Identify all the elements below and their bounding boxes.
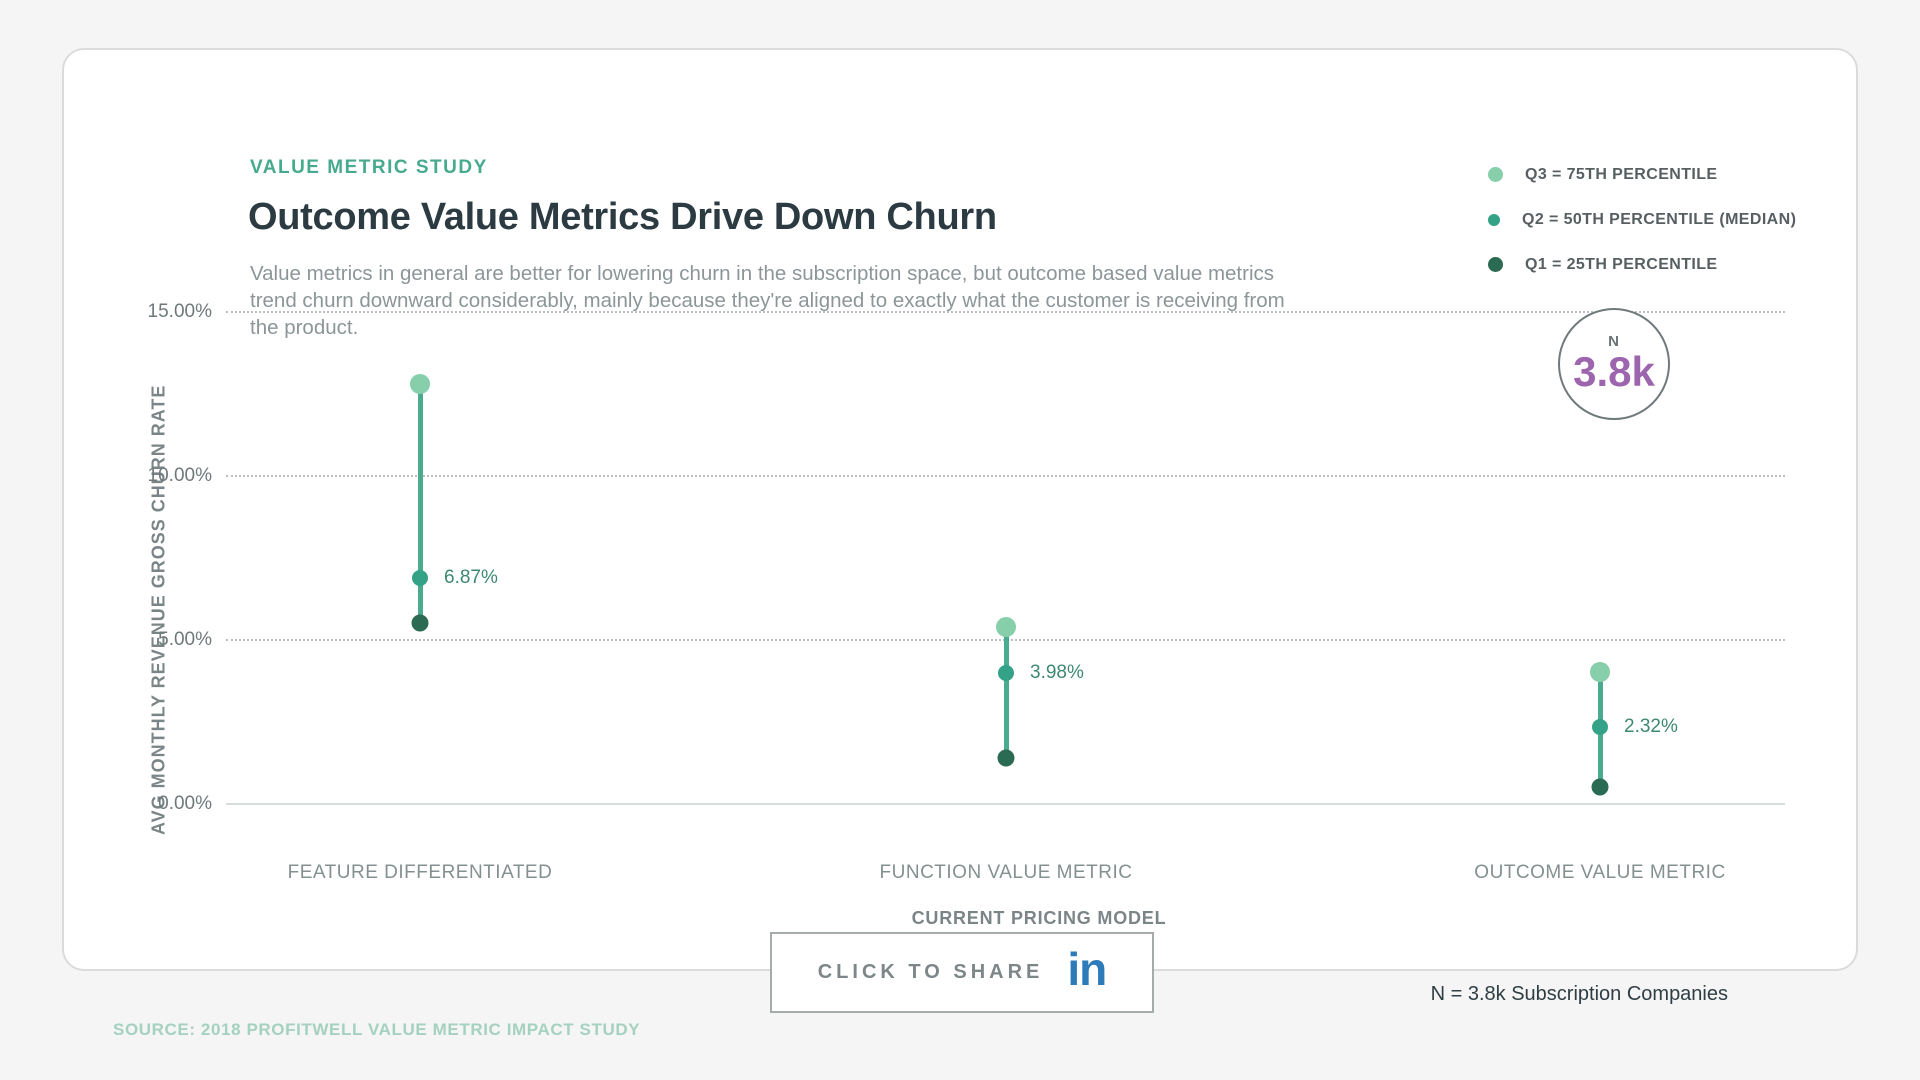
x-category-label: FEATURE DIFFERENTIATED bbox=[287, 862, 553, 883]
legend-marker-dot-dark-icon bbox=[1488, 257, 1503, 272]
q3-dot bbox=[996, 616, 1016, 637]
series-range-line bbox=[1003, 626, 1009, 758]
x-axis-title: CURRENT PRICING MODEL bbox=[911, 908, 1167, 928]
y-tick-label: 10.00% bbox=[147, 464, 212, 486]
share-button[interactable]: CLICK TO SHARE in bbox=[770, 932, 1154, 1013]
y-tick-label: 15.00% bbox=[147, 301, 212, 322]
page-title: Outcome Value Metrics Drive Down Churn bbox=[248, 196, 997, 238]
median-ring bbox=[998, 665, 1014, 682]
q1-dot bbox=[1591, 778, 1609, 796]
y-tick-label: 0.00% bbox=[158, 792, 212, 814]
gridline bbox=[226, 474, 1785, 477]
x-category-label: FUNCTION VALUE METRIC bbox=[879, 862, 1133, 883]
sample-size-value: 3.8k bbox=[1573, 347, 1655, 395]
legend-label: Q3 = 75TH PERCENTILE bbox=[1525, 165, 1718, 183]
linkedin-icon: in bbox=[1067, 942, 1107, 995]
legend-item: Q1 = 25TH PERCENTILE bbox=[1488, 252, 1796, 277]
legend-marker-ring-icon bbox=[1488, 213, 1500, 226]
legend: Q3 = 75TH PERCENTILE Q2 = 50TH PERCENTILE… bbox=[1488, 162, 1796, 297]
q1-dot bbox=[997, 749, 1015, 767]
series-range-line bbox=[417, 384, 423, 624]
sample-size-badge: N 3.8k bbox=[1558, 308, 1670, 420]
gridline bbox=[226, 311, 1785, 313]
median-value-label: 2.32% bbox=[1624, 716, 1678, 738]
q3-dot bbox=[410, 374, 430, 395]
median-ring bbox=[412, 570, 428, 587]
legend-label: Q2 = 50TH PERCENTILE (MEDIAN) bbox=[1522, 210, 1797, 228]
chart-card: VALUE METRIC STUDY Outcome Value Metrics… bbox=[62, 48, 1858, 1005]
share-button-label: CLICK TO SHARE bbox=[817, 961, 1044, 983]
y-axis-title: AVG MONTHLY REVENUE GROSS CHURN RATE bbox=[148, 384, 169, 836]
source-attribution: SOURCE: 2018 PROFITWELL VALUE METRIC IMP… bbox=[113, 1020, 641, 1039]
sample-note: N = 3.8k Subscription Companies bbox=[1430, 983, 1728, 1005]
median-value-label: 3.98% bbox=[1030, 662, 1084, 684]
legend-marker-dot-light-icon bbox=[1488, 167, 1503, 182]
median-ring bbox=[1592, 719, 1608, 736]
legend-label: Q1 = 25TH PERCENTILE bbox=[1525, 255, 1718, 273]
q1-dot bbox=[411, 614, 429, 632]
median-value-label: 6.87% bbox=[444, 567, 498, 589]
q3-dot bbox=[1590, 662, 1610, 683]
y-tick-label: 5.00% bbox=[158, 628, 212, 650]
legend-item: Q3 = 75TH PERCENTILE bbox=[1488, 162, 1796, 187]
chart-description: Value metrics in general are better for … bbox=[250, 262, 1285, 339]
sample-size-label: N bbox=[1608, 332, 1620, 350]
gridline bbox=[226, 802, 1785, 805]
legend-item: Q2 = 50TH PERCENTILE (MEDIAN) bbox=[1488, 207, 1796, 232]
x-category-label: OUTCOME VALUE METRIC bbox=[1474, 862, 1726, 883]
eyebrow-label: VALUE METRIC STUDY bbox=[250, 157, 488, 178]
